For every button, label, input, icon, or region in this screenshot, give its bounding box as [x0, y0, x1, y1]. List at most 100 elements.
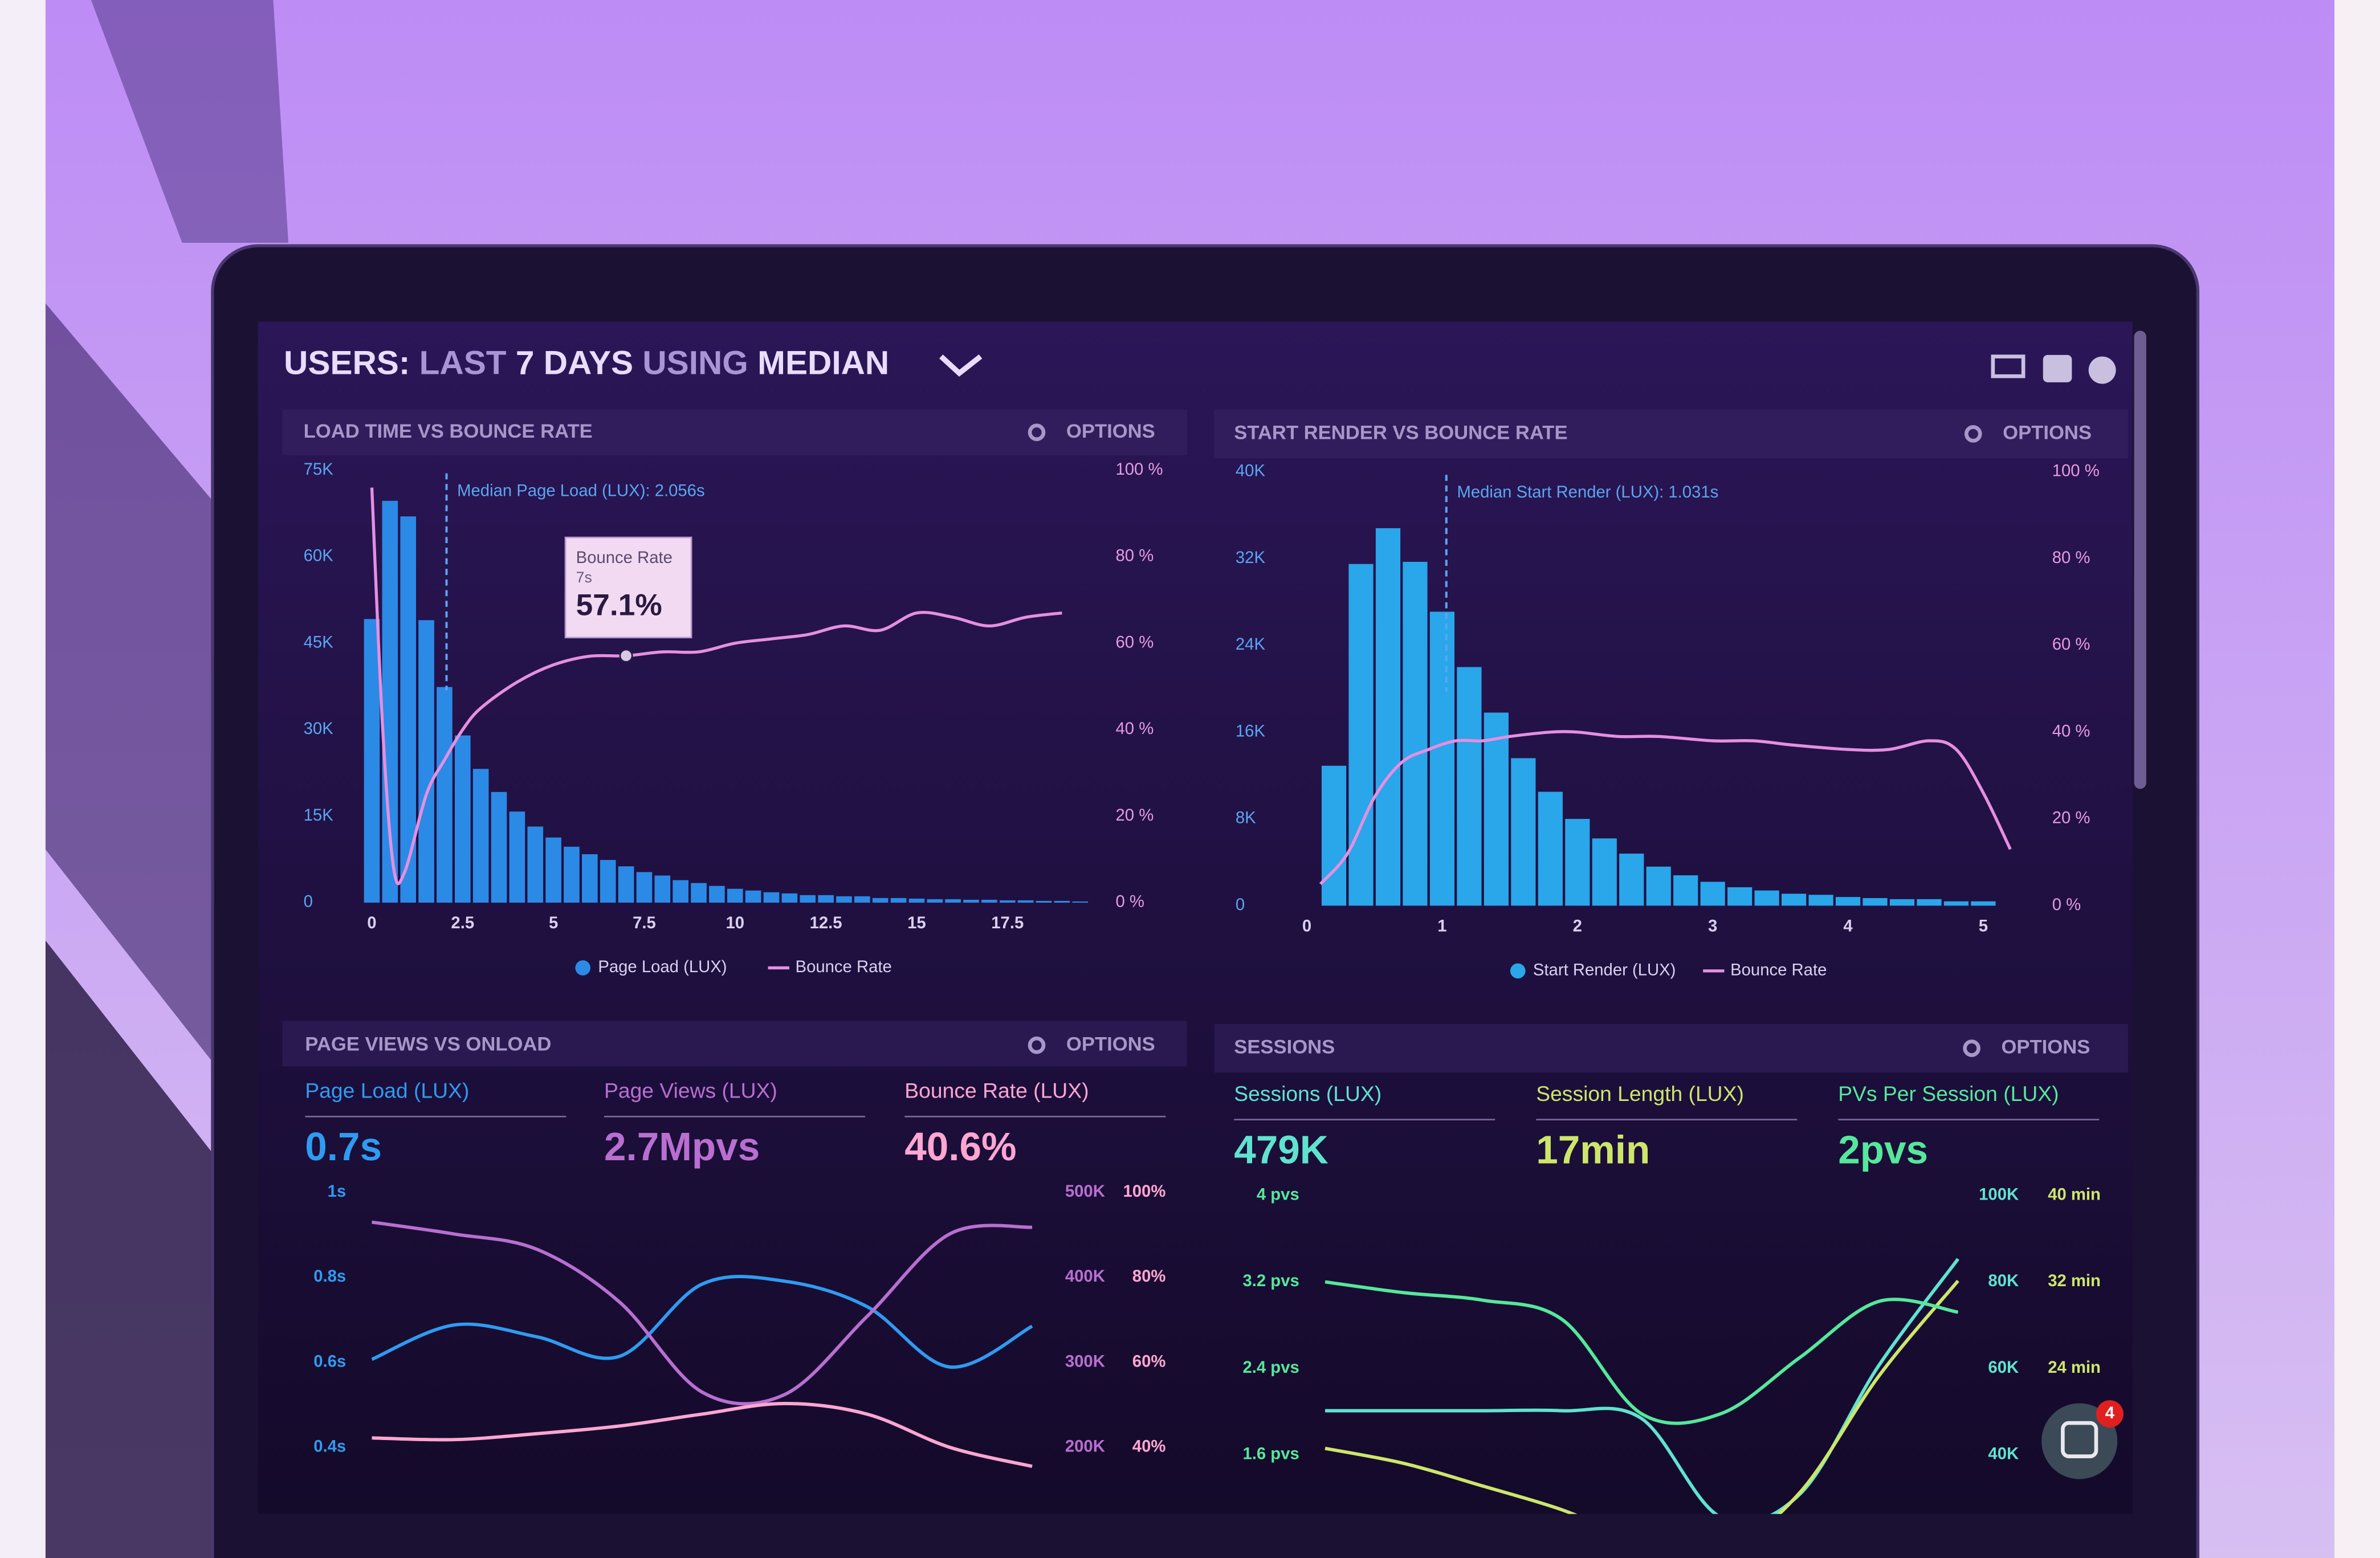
histogram-bar [1673, 875, 1698, 906]
histogram-bar [999, 900, 1016, 903]
y-tick-label: 45K [304, 633, 334, 651]
kpi-value: 479K [1234, 1128, 1328, 1172]
y-tick-label: 60K [304, 546, 334, 565]
help-icon[interactable] [2088, 356, 2116, 384]
y2-tick-label: 80 % [2052, 548, 2090, 567]
notification-count: 4 [2105, 1404, 2115, 1422]
histogram-bar [582, 854, 598, 903]
title-part: USING [642, 345, 748, 382]
histogram-bar [1863, 898, 1888, 906]
kpi-value: 40.6% [904, 1124, 1016, 1169]
histogram-bar [1889, 899, 1915, 906]
dropdown-chevron[interactable] [939, 354, 983, 377]
histogram-bar [1484, 712, 1509, 906]
x-tick-label: 5 [1979, 916, 1988, 935]
histogram-bar [981, 899, 997, 903]
histogram-bar [600, 860, 616, 903]
x-tick-label: 1 [1437, 916, 1446, 935]
y-tick-label: 100% [1123, 1182, 1166, 1201]
histogram-bar [472, 769, 489, 903]
legend-swatch [575, 960, 591, 976]
y-tick-label: 80% [1132, 1267, 1166, 1286]
panel-title: LOAD TIME VS BOUNCE RATE [304, 421, 593, 442]
y-tick-label: 3.2 pvs [1242, 1271, 1299, 1290]
x-tick-label: 2 [1573, 916, 1582, 935]
title-part: LAST [419, 345, 507, 382]
y2-tick-label: 0 % [1116, 892, 1144, 911]
options-button[interactable]: OPTIONS [2003, 422, 2092, 444]
y-tick-label: 24 min [2048, 1358, 2101, 1377]
histogram-bar [454, 735, 471, 903]
options-button[interactable]: OPTIONS [1066, 1033, 1155, 1055]
histogram-bar [1036, 900, 1052, 903]
gear-icon[interactable] [1964, 425, 1982, 443]
histogram-bar [854, 896, 870, 903]
y-tick-label: 40% [1132, 1437, 1166, 1455]
histogram-bar [908, 898, 925, 903]
histogram-bar [963, 899, 979, 903]
desktop-icon[interactable] [1991, 354, 2026, 378]
panel-title: PAGE VIEWS VS ONLOAD [305, 1033, 551, 1055]
histogram-bar [745, 890, 761, 903]
y-tick-label: 40K [1988, 1445, 2019, 1463]
median-label: Median Page Load (LUX): 2.056s [457, 481, 704, 500]
histogram-bar [1538, 792, 1563, 906]
histogram-bar [763, 892, 780, 903]
y-tick-label: 500K [1065, 1182, 1105, 1201]
x-tick-label: 0 [367, 913, 376, 932]
histogram-bar [818, 895, 834, 903]
y-tick-label: 4 pvs [1257, 1185, 1299, 1204]
chat-button[interactable] [2041, 1403, 2118, 1479]
histogram-bar [1781, 894, 1807, 906]
share-icon[interactable] [2043, 354, 2072, 382]
y-tick-label: 24K [1236, 635, 1266, 654]
y-tick-label: 32 min [2048, 1271, 2101, 1290]
options-button[interactable]: OPTIONS [2002, 1037, 2090, 1058]
histogram-bar [1700, 882, 1725, 906]
plant-leaf [45, 940, 213, 1558]
y-tick-label: 60% [1132, 1352, 1166, 1371]
histogram-bar [527, 826, 544, 903]
tooltip-subtitle: 7s [576, 569, 592, 586]
y-tick-label: 2.4 pvs [1242, 1358, 1299, 1377]
y-tick-label: 0 [1236, 895, 1245, 914]
histogram-bar [1592, 838, 1617, 906]
legend-label: Page Load (LUX) [598, 957, 727, 976]
y-tick-label: 1s [328, 1182, 347, 1201]
gear-icon[interactable] [1028, 423, 1046, 442]
y2-tick-label: 0 % [2052, 895, 2081, 914]
gear-icon[interactable] [1963, 1039, 1980, 1057]
x-tick-label: 17.5 [991, 913, 1024, 932]
histogram-bar [1457, 667, 1482, 906]
histogram-bar [1375, 528, 1401, 906]
x-tick-label: 4 [1843, 916, 1853, 935]
x-tick-label: 2.5 [451, 913, 474, 932]
y2-tick-label: 60 % [1116, 633, 1154, 651]
left-edge [0, 0, 46, 1558]
tooltip-value: 57.1% [576, 589, 662, 622]
histogram-bar [1017, 900, 1034, 903]
histogram-bar [1727, 887, 1753, 906]
y-tick-label: 60K [1988, 1358, 2019, 1377]
histogram-bar [836, 896, 852, 903]
series-line [1325, 1279, 1959, 1514]
kpi-label: Page Views (LUX) [604, 1079, 777, 1103]
histogram-bar [945, 899, 961, 903]
y-tick-label: 0.4s [313, 1437, 346, 1455]
histogram-bar [418, 620, 434, 903]
y2-tick-label: 100 % [2052, 462, 2100, 480]
histogram-bar [800, 895, 816, 903]
right-edge [2334, 0, 2380, 1558]
tooltip-box [564, 536, 692, 639]
plant-leaf [45, 303, 213, 1062]
histogram-bar [1808, 895, 1833, 906]
histogram-bar [691, 883, 707, 903]
kpi-value: 17min [1536, 1128, 1650, 1172]
options-button[interactable]: OPTIONS [1066, 421, 1155, 442]
panel-title: SESSIONS [1234, 1037, 1335, 1058]
x-tick-label: 12.5 [810, 913, 842, 932]
y2-tick-label: 40 % [1116, 719, 1154, 738]
gear-icon[interactable] [1028, 1036, 1046, 1054]
